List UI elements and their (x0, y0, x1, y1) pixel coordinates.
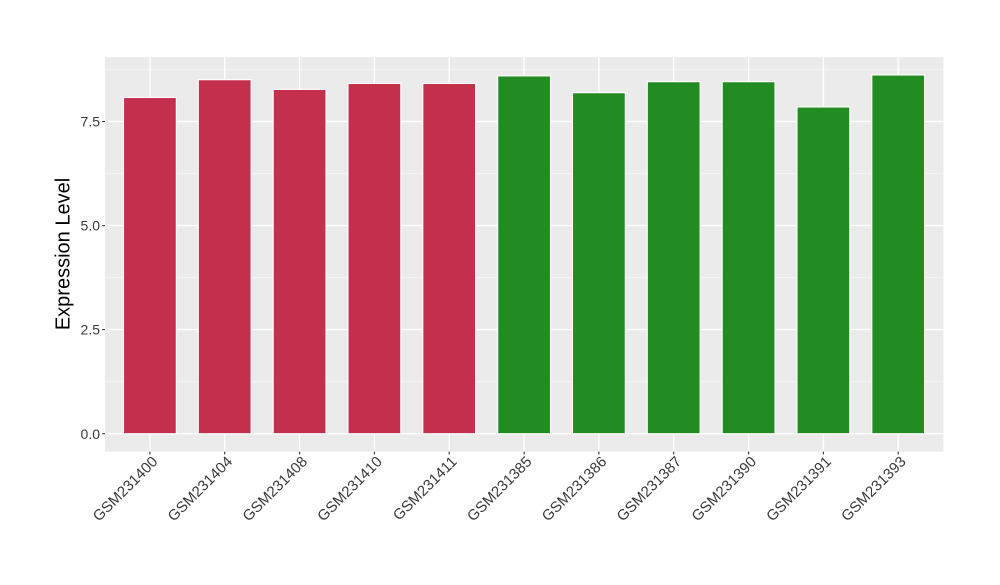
svg-text:2.5: 2.5 (81, 322, 101, 338)
svg-text:Expression Level: Expression Level (53, 178, 75, 330)
svg-text:7.5: 7.5 (81, 114, 101, 130)
svg-text:0.0: 0.0 (81, 426, 101, 442)
svg-text:5.0: 5.0 (81, 218, 101, 234)
